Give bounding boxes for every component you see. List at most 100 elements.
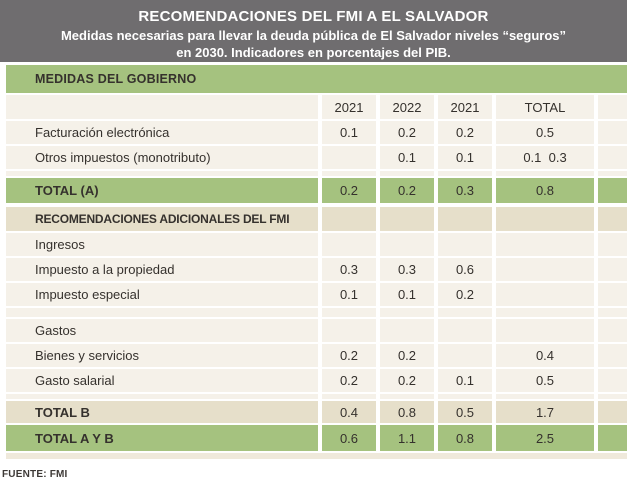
cell-value [438,319,492,342]
cell-value [496,207,594,231]
row-label: TOTAL A Y B [6,425,318,451]
column-header-blank [6,95,318,119]
cell-value [322,319,376,342]
table-row-total-a-y-b: TOTAL A Y B 0.6 1.1 0.8 2.5 [6,425,627,451]
edge-cell [598,95,627,119]
column-header-year-1: 2021 [322,95,376,119]
cell-value [496,233,594,256]
cell-value: 0.8 [496,178,594,203]
table-row-otros-impuestos: Otros impuestos (monotributo) 0.1 0.1 0.… [6,146,627,169]
cell-value [380,319,434,342]
cell-value: 0.6 [438,258,492,281]
subtitle-line-1: Medidas necesarias para llevar la deuda … [60,28,567,43]
row-label: Otros impuestos (monotributo) [6,146,318,169]
cell-value: 0.4 [322,401,376,423]
cell-value: 0.1 [322,121,376,144]
row-label: Impuesto a la propiedad [6,258,318,281]
table-row-ingresos: Ingresos [6,233,627,256]
cell-value: 0.1 [380,146,434,169]
cell-value: 0.5 [496,121,594,144]
cell-value: 0.1 [438,369,492,392]
section-header-medidas-del-gobierno: MEDIDAS DEL GOBIERNO [6,65,627,93]
table-row-facturacion-electronica: Facturación electrónica 0.1 0.2 0.2 0.5 [6,121,627,144]
edge-cell [598,121,627,144]
spacer-row [6,394,627,399]
edge-cell [598,146,627,169]
table-row-bienes-servicios: Bienes y servicios 0.2 0.2 0.4 [6,344,627,367]
cell-value: 0.2 [380,369,434,392]
cell-value [438,344,492,367]
section-header-recomendaciones-fmi: RECOMENDACIONES ADICIONALES DEL FMI [6,207,627,231]
cell-value: 0.5 [496,369,594,392]
edge-cell [598,283,627,306]
edge-cell [598,425,627,451]
table-row-impuesto-especial: Impuesto especial 0.1 0.1 0.2 [6,283,627,306]
edge-cell [598,401,627,423]
column-header-row: 2021 2022 2021 TOTAL [6,95,627,119]
spacer-row [6,171,627,176]
cell-value: 2.5 [496,425,594,451]
cell-value: 0.8 [438,425,492,451]
cell-value: 0.1 0.3 [496,146,594,169]
bottom-strip [6,453,627,459]
cell-value [380,207,434,231]
table-row-gastos: Gastos [6,319,627,342]
cell-value: 0.1 [322,283,376,306]
cell-value: 0.2 [438,121,492,144]
row-label: Gastos [6,319,318,342]
cell-value: 0.8 [380,401,434,423]
cell-value: 0.3 [380,258,434,281]
column-header-year-3: 2021 [438,95,492,119]
data-table: MEDIDAS DEL GOBIERNO 2021 2022 2021 TOTA… [0,65,627,459]
row-label: RECOMENDACIONES ADICIONALES DEL FMI [6,207,318,231]
cell-value [496,283,594,306]
column-header-total: TOTAL [496,95,594,119]
row-label: TOTAL (A) [6,178,318,203]
row-label: Facturación electrónica [6,121,318,144]
cell-value: 1.1 [380,425,434,451]
page-title: RECOMENDACIONES DEL FMI A EL SALVADOR [138,8,489,25]
cell-value [496,319,594,342]
cell-value: 0.2 [380,344,434,367]
cell-value: 0.3 [438,178,492,203]
cell-value [322,207,376,231]
edge-cell [598,178,627,203]
cell-value [438,207,492,231]
cell-value: 0.2 [322,344,376,367]
cell-value: 0.2 [322,178,376,203]
cell-value: 1.7 [496,401,594,423]
edge-cell [598,207,627,231]
cell-value [496,258,594,281]
cell-value [322,146,376,169]
row-label: Ingresos [6,233,318,256]
cell-value [322,233,376,256]
cell-value [380,233,434,256]
row-label: Impuesto especial [6,283,318,306]
edge-cell [598,233,627,256]
column-header-year-2: 2022 [380,95,434,119]
spacer-row [6,308,627,317]
cell-value: 0.2 [380,121,434,144]
cell-value: 0.6 [322,425,376,451]
row-label: Gasto salarial [6,369,318,392]
cell-value: 0.1 [380,283,434,306]
row-label: TOTAL B [6,401,318,423]
table-row-total-b: TOTAL B 0.4 0.8 0.5 1.7 [6,401,627,423]
subtitle-line-2: en 2030. Indicadores en porcentajes del … [176,45,451,60]
cell-value: 0.5 [438,401,492,423]
cell-value [438,233,492,256]
edge-cell [598,344,627,367]
cell-value: 0.4 [496,344,594,367]
cell-value: 0.2 [438,283,492,306]
row-label: Bienes y servicios [6,344,318,367]
table-row-gasto-salarial: Gasto salarial 0.2 0.2 0.1 0.5 [6,369,627,392]
cell-value: 0.1 [438,146,492,169]
cell-value: 0.2 [322,369,376,392]
edge-cell [598,319,627,342]
table-row-impuesto-propiedad: Impuesto a la propiedad 0.3 0.3 0.6 [6,258,627,281]
source-note: FUENTE: FMI [2,469,68,480]
header-banner: RECOMENDACIONES DEL FMI A EL SALVADOR Me… [0,0,627,62]
edge-cell [598,369,627,392]
cell-value: 0.2 [380,178,434,203]
